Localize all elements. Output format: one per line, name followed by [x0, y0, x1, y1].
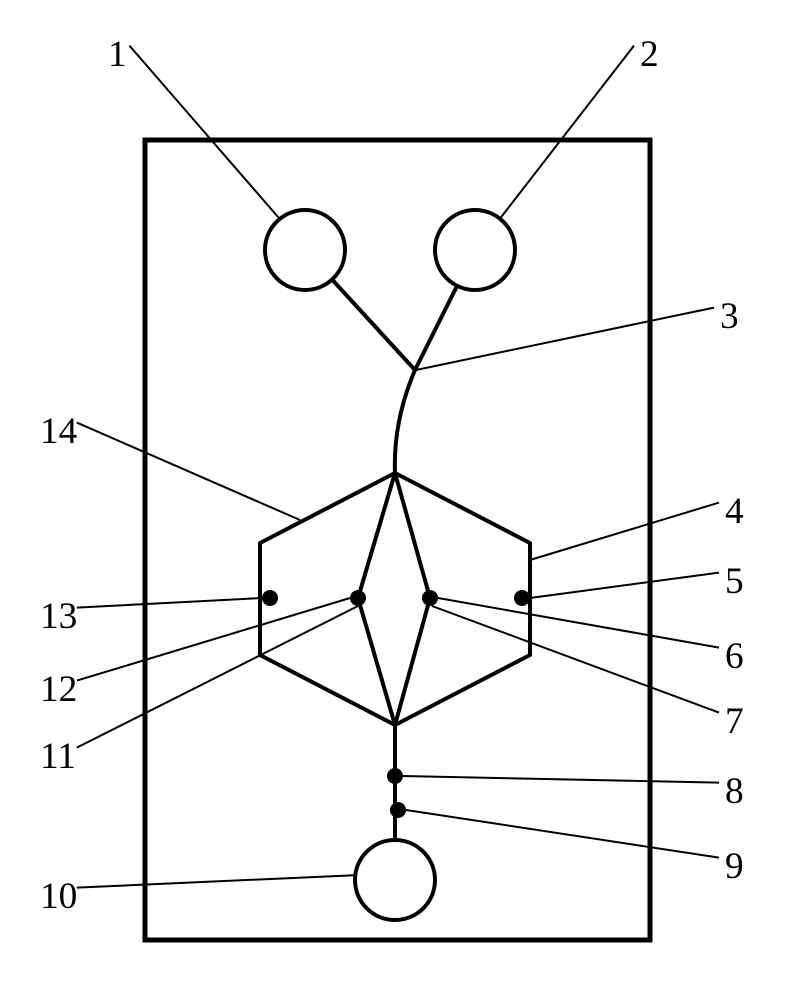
leader-line-8 [403, 776, 719, 783]
label-2: 2 [640, 33, 659, 76]
diagram-stage: 1231445136127118910 [0, 0, 790, 1000]
label-13: 13 [40, 595, 77, 638]
label-10: 10 [40, 875, 77, 918]
label-11: 11 [40, 735, 76, 778]
label-5: 5 [725, 560, 744, 603]
leader-line-14 [77, 423, 300, 520]
channels-group [260, 279, 530, 840]
inner-channel-lower-left [358, 598, 395, 725]
channel-from-port-2 [415, 286, 457, 370]
label-8: 8 [725, 770, 744, 813]
leaders-group [77, 46, 719, 888]
leader-line-11 [77, 606, 358, 748]
leader-line-13 [77, 598, 262, 608]
inner-channel-lower-right [395, 598, 430, 725]
label-7: 7 [725, 700, 744, 743]
device-frame [145, 140, 650, 940]
label-9: 9 [725, 845, 744, 888]
leader-line-9 [406, 810, 719, 858]
diagram-svg [0, 0, 790, 1000]
label-1: 1 [108, 33, 127, 76]
leader-line-2 [495, 46, 634, 225]
label-12: 12 [40, 668, 77, 711]
leader-line-5 [530, 573, 719, 598]
label-3: 3 [720, 295, 739, 338]
node-dot-d13 [262, 590, 278, 606]
leader-line-6 [438, 598, 719, 648]
node-dot-d8 [387, 768, 403, 784]
leader-line-10 [77, 875, 360, 888]
inner-channel-upper-left [358, 473, 395, 598]
leader-line-3 [416, 308, 714, 370]
label-14: 14 [40, 410, 77, 453]
node-dot-d9 [390, 802, 406, 818]
channel-from-port-1 [332, 279, 415, 370]
port-10-circle [355, 840, 435, 920]
label-6: 6 [725, 635, 744, 678]
label-4: 4 [725, 490, 744, 533]
leader-line-4 [530, 503, 719, 560]
node-dot-d7 [422, 590, 438, 606]
port-1-circle [265, 210, 345, 290]
node-dot-d5 [514, 590, 530, 606]
leader-line-1 [129, 46, 285, 225]
leader-line-12 [77, 598, 350, 681]
node-dot-d12 [350, 590, 366, 606]
port-2-circle [435, 210, 515, 290]
channel-merge-to-hex [395, 370, 415, 473]
hexagon-outline [260, 473, 530, 725]
inner-channel-upper-right [395, 473, 430, 598]
